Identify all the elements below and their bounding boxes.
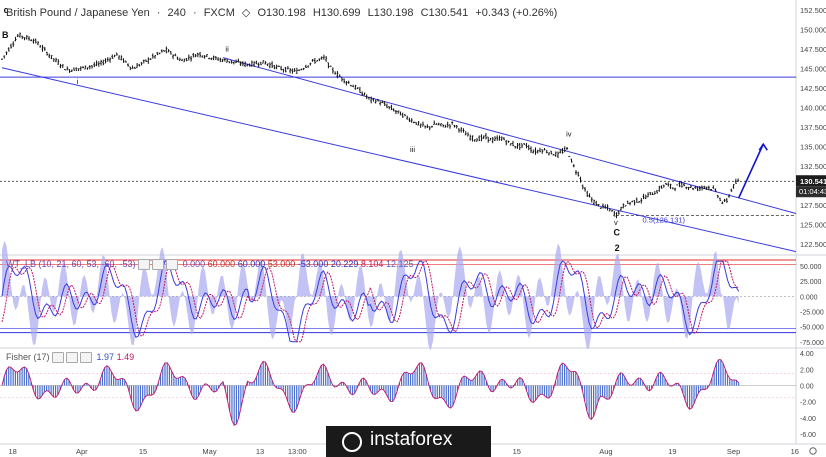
wt-value-3: 60.000 [237, 259, 266, 269]
price-tick-label: 147.500 [800, 45, 826, 54]
wt-axis-label: -25.000 [800, 309, 824, 316]
fisher-value-1: 1.97 [96, 352, 115, 362]
fisher-indicator-legend[interactable]: Fisher (17) 1.97 1.49 [6, 352, 135, 364]
wave-label-B: B [2, 30, 9, 40]
wt-indicator-title: WT_LB (10, 21, 60, 53, -60, -53) [6, 259, 136, 269]
price-tick-label: 152.500 [800, 6, 826, 15]
time-tick-label: May [202, 447, 216, 456]
price-tick-label: 145.000 [800, 65, 826, 74]
time-tick-label: Aug [599, 447, 612, 456]
current-price-label: 130.541 [800, 177, 826, 186]
wt-value-7: 8.104 [360, 259, 384, 269]
wt-axis-label: -75.000 [800, 340, 824, 347]
chevron-down-icon[interactable]: ◇ [241, 7, 251, 19]
ohlc-low: L130.198 [367, 7, 414, 19]
settings-gear-icon[interactable] [809, 447, 817, 455]
price-tick-label: 135.000 [800, 142, 826, 151]
channel-upper-line[interactable] [222, 57, 797, 214]
wave-label-v: v [614, 218, 618, 227]
settings-icon[interactable] [66, 352, 79, 364]
channel-lower-line[interactable] [1, 67, 797, 253]
fisher-axis-label: -4.00 [800, 416, 816, 423]
countdown-badge [796, 186, 826, 198]
wt-value-8: 12.125 [385, 259, 414, 269]
fisher-value-2: 1.49 [116, 352, 135, 362]
wt-fast-line[interactable] [1, 260, 740, 343]
wt-value-5: -53.000 [297, 259, 329, 269]
wt-histogram [2, 240, 739, 351]
time-tick-label: Sep [727, 447, 740, 456]
wave-label-ii: ii [225, 44, 229, 53]
fisher-axis-label: -6.00 [800, 432, 816, 439]
wt-axis-label: 0.000 [800, 294, 818, 301]
time-tick-label: 15 [139, 447, 147, 456]
ohlc-open: O130.198 [257, 7, 306, 19]
price-tick-label: 122.500 [800, 240, 826, 249]
price-tick-label: 150.000 [800, 26, 826, 35]
wt-value-4: 53.000 [267, 259, 296, 269]
ohlc-high: H130.699 [312, 7, 361, 19]
wave-label-c: c [4, 5, 9, 15]
symbol-name[interactable]: British Pound / Japanese Yen [6, 7, 150, 19]
time-tick-label: 13:00 [288, 447, 307, 456]
time-tick-label: 18 [8, 447, 16, 456]
wave-label-C: C [613, 227, 620, 237]
time-tick-label: 16 [791, 447, 799, 456]
time-tick-label: Apr [76, 447, 88, 456]
eye-icon[interactable] [52, 352, 65, 364]
price-tick-label: 140.000 [800, 104, 826, 113]
current-price-badge [796, 175, 826, 187]
wt-indicator-legend[interactable]: WT_LB (10, 21, 60, 53, -60, -53) 0.000 6… [6, 259, 414, 271]
fisher-indicator-title: Fisher (17) [6, 352, 50, 362]
price-tick-label: 127.500 [800, 201, 826, 210]
instaforex-logo: instaforex [326, 426, 491, 457]
close-icon[interactable] [80, 352, 93, 364]
chart-header: British Pound / Japanese Yen · 240 · FXC… [6, 7, 558, 19]
eye-icon[interactable] [138, 259, 151, 271]
wave-label-i: i [76, 77, 78, 86]
projection-arrow[interactable] [737, 143, 764, 199]
logo-text: instaforex [370, 429, 453, 450]
price-tick-label: 142.500 [800, 84, 826, 93]
settings-icon[interactable] [152, 259, 165, 271]
wave-label-iii: iii [410, 145, 415, 154]
fisher-axis-label: 0.00 [800, 384, 814, 391]
timeframe[interactable]: 240 [167, 7, 186, 19]
arrow-head-icon [758, 142, 768, 151]
close-icon[interactable] [166, 259, 179, 271]
wave-label-2: 2 [615, 243, 620, 253]
wt-value-6: 20.229 [330, 259, 359, 269]
price-change: +0.343 (+0.26%) [475, 7, 558, 19]
countdown-label: 01:04:43 [799, 187, 826, 196]
price-tick-label: 137.500 [800, 123, 826, 132]
logo-mark-icon [342, 432, 362, 452]
wt-axis-label: 25.000 [800, 279, 822, 286]
price-tick-label: 132.500 [800, 162, 826, 171]
fisher-signal-line[interactable] [1, 359, 740, 426]
price-tick-label: 125.000 [800, 220, 826, 229]
wt-value-2: 60.000 [207, 259, 236, 269]
fib-label: 0.5(126.131) [643, 216, 686, 225]
time-tick-label: 13 [256, 447, 264, 456]
wt-value-1: 0.000 [182, 259, 206, 269]
time-tick-label: 15 [513, 447, 521, 456]
fisher-axis-label: -2.00 [800, 400, 816, 407]
fisher-axis-label: 2.00 [800, 367, 814, 374]
time-tick-label: 19 [668, 447, 676, 456]
data-source: FXCM [203, 7, 235, 19]
wt-axis-label: -50.000 [800, 325, 824, 332]
fisher-axis-label: 4.00 [800, 351, 814, 358]
wt-axis-label: 50.000 [800, 264, 822, 271]
wave-label-iv: iv [566, 129, 572, 138]
ohlc-close: C130.541 [420, 7, 469, 19]
